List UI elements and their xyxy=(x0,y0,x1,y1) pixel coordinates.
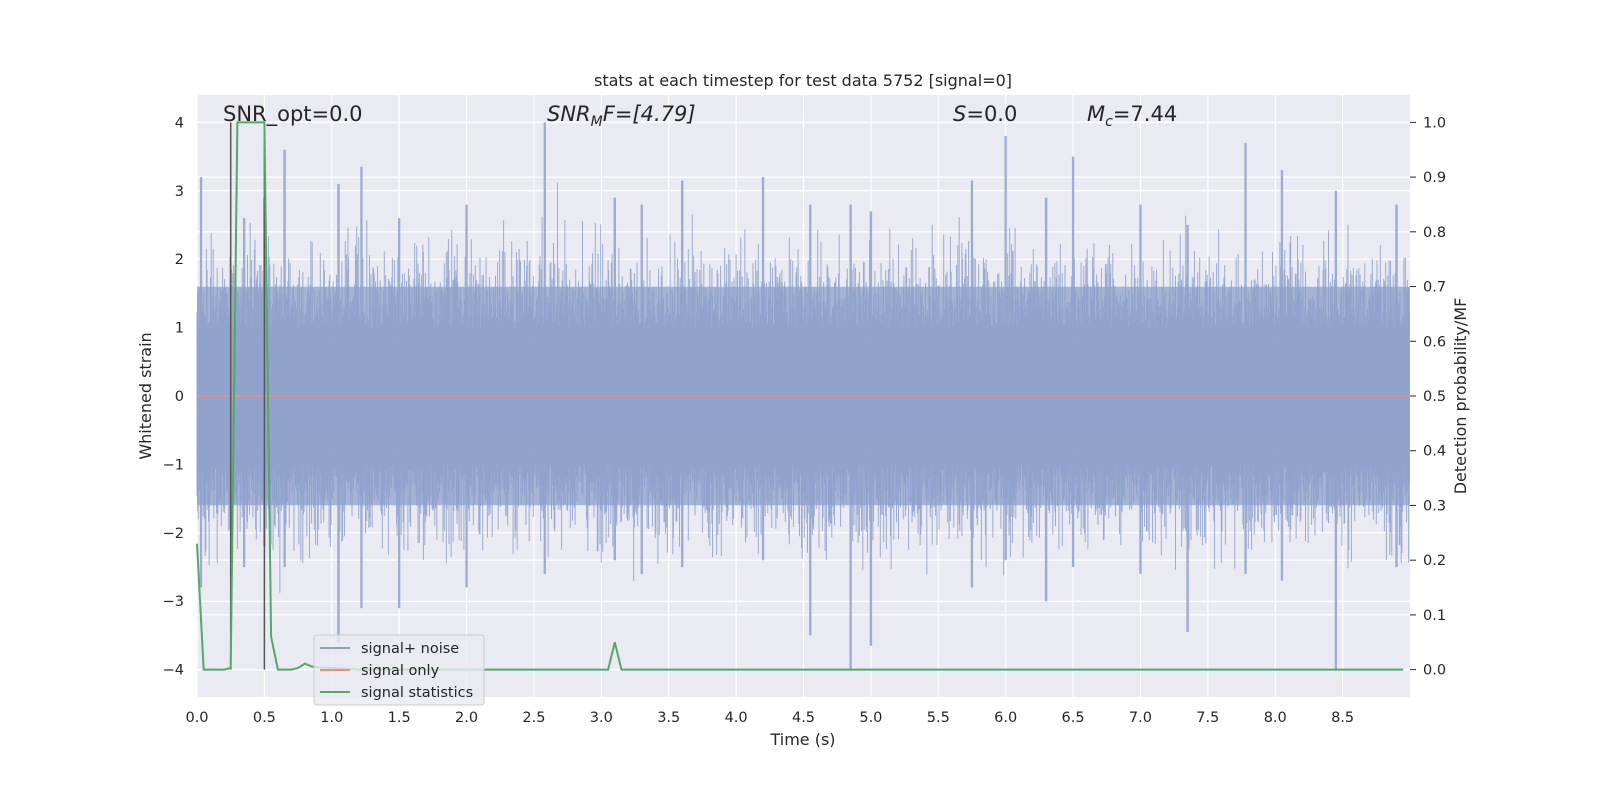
y-right-tick-label: 1.0 xyxy=(1423,115,1446,131)
x-tick-label: 1.5 xyxy=(388,710,411,726)
s-value: =0.0 xyxy=(966,102,1017,126)
x-tick-label: 8.5 xyxy=(1331,710,1354,726)
x-tick-label: 5.5 xyxy=(927,710,950,726)
x-tick-label: 6.0 xyxy=(994,710,1017,726)
y-right-tick-label: 0.5 xyxy=(1423,389,1446,405)
x-tick-label: 1.0 xyxy=(320,710,343,726)
y-right-tick-label: 0.1 xyxy=(1423,608,1446,624)
signal-statistics-line xyxy=(196,121,1404,671)
y-right-tick-label: 0.8 xyxy=(1423,225,1446,241)
y-left-tick-label: −4 xyxy=(163,663,184,679)
legend-label-statistics: signal statistics xyxy=(361,685,473,701)
y-left-tick-label: 4 xyxy=(175,115,184,131)
x-tick-label: 7.5 xyxy=(1196,710,1219,726)
y-right-tick-label: 0.4 xyxy=(1423,444,1446,460)
vertical-markers xyxy=(229,122,266,670)
y-left-tick-label: 2 xyxy=(175,252,184,268)
snr-opt-annotation: SNR_opt=0.0 xyxy=(223,102,363,127)
y-right-tick-label: 0.2 xyxy=(1423,553,1446,569)
x-axis-label: Time (s) xyxy=(769,730,835,749)
x-tick-label: 5.0 xyxy=(859,710,882,726)
y-left-tick-label: 0 xyxy=(175,389,184,405)
legend-box xyxy=(313,634,485,706)
x-tick-labels: 0.0 0.5 1.0 1.5 2.0 2.5 3.0 3.5 4.0 4.5 5.0 5.5 6.0 6… xyxy=(185,710,1354,726)
y-right-tick-label: 0.7 xyxy=(1423,280,1446,296)
x-tick-label: 3.0 xyxy=(590,710,613,726)
y-axis-label-left: Whitened strain xyxy=(136,332,155,459)
x-tick-label: 7.0 xyxy=(1129,710,1152,726)
legend: signal+ noise signal only signal statist… xyxy=(313,634,485,706)
mc-value: =7.44 xyxy=(1113,102,1177,126)
y-left-tick-label: 1 xyxy=(175,321,184,337)
y-right-tick-label: 0.6 xyxy=(1423,334,1446,350)
y-axis-label-right: Detection probability/MF xyxy=(1451,298,1470,495)
mc-base: M xyxy=(1087,102,1105,126)
chart-title: stats at each timestep for test data 575… xyxy=(594,71,1012,90)
s-label: S xyxy=(953,102,966,126)
mc-sub: c xyxy=(1105,114,1113,130)
x-tick-label: 2.0 xyxy=(455,710,478,726)
y-right-tick-label: 0.0 xyxy=(1423,663,1446,679)
x-tick-label: 4.5 xyxy=(792,710,815,726)
y-right-tick-label: 0.3 xyxy=(1423,498,1446,514)
x-tick-label: 4.0 xyxy=(725,710,748,726)
snr-mf-base: SNR xyxy=(547,102,591,126)
mc-annotation: Mc=7.44 xyxy=(1087,102,1177,130)
x-tick-label: 2.5 xyxy=(522,710,545,726)
y-left-tick-label: −3 xyxy=(163,594,184,610)
snr-mf-rest: F=[4.79] xyxy=(603,102,696,126)
s-annotation: S=0.0 xyxy=(953,102,1017,126)
legend-label-signal-noise: signal+ noise xyxy=(361,641,459,657)
x-tick-label: 3.5 xyxy=(657,710,680,726)
x-tick-label: 0.5 xyxy=(253,710,276,726)
y-left-tick-label: −2 xyxy=(163,526,184,542)
snr-mf-annotation: SNRMF=[4.79] xyxy=(547,102,696,130)
y-left-tick-labels: −4 −3 −2 −1 0 1 2 3 4 xyxy=(163,115,184,678)
y-right-tick-label: 0.9 xyxy=(1423,170,1446,186)
y-left-tick-label: −1 xyxy=(163,457,184,473)
snr-mf-sub: M xyxy=(591,114,603,130)
y-right-tick-labels: 0.0 0.1 0.2 0.3 0.4 0.5 0.6 0.7 0.8 0.9 1.0 xyxy=(1410,115,1446,679)
legend-label-signal-only: signal only xyxy=(361,663,440,679)
x-tick-label: 6.5 xyxy=(1062,710,1085,726)
y-left-tick-label: 3 xyxy=(175,184,184,200)
signal-statistics-series xyxy=(196,121,1404,671)
x-tick-label: 0.0 xyxy=(185,710,208,726)
x-tick-label: 8.0 xyxy=(1264,710,1287,726)
